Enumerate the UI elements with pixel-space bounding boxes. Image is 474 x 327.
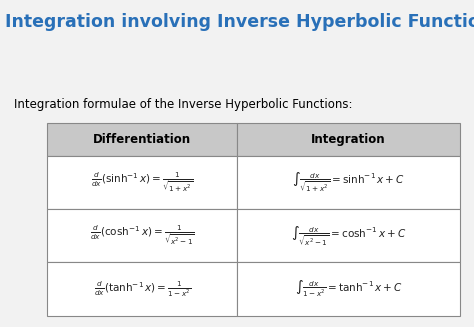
Bar: [237, 156, 460, 209]
Bar: [47, 123, 237, 156]
Text: Integration: Integration: [311, 133, 386, 146]
Text: Differentiation: Differentiation: [93, 133, 191, 146]
Text: $\frac{d}{dx}(\tanh^{-1} x) = \frac{1}{1-x^2}$: $\frac{d}{dx}(\tanh^{-1} x) = \frac{1}{1…: [94, 279, 191, 299]
Bar: [47, 209, 237, 262]
Text: $\int \frac{dx}{1-x^2} = \tanh^{-1} x + C$: $\int \frac{dx}{1-x^2} = \tanh^{-1} x + …: [294, 279, 402, 299]
Bar: [47, 262, 237, 316]
Text: Integration involving Inverse Hyperbolic Functions: Integration involving Inverse Hyperbolic…: [5, 13, 474, 31]
Text: $\frac{d}{dx}(\cosh^{-1} x) = \frac{1}{\sqrt{x^2-1}}$: $\frac{d}{dx}(\cosh^{-1} x) = \frac{1}{\…: [90, 224, 195, 248]
Text: Integration formulae of the Inverse Hyperbolic Functions:: Integration formulae of the Inverse Hype…: [14, 98, 353, 111]
Bar: [237, 262, 460, 316]
Text: $\int \frac{dx}{\sqrt{1+x^2}} = \sinh^{-1} x + C$: $\int \frac{dx}{\sqrt{1+x^2}} = \sinh^{-…: [292, 171, 405, 195]
Bar: [47, 156, 237, 209]
Text: $\frac{d}{dx}(\sinh^{-1} x) = \frac{1}{\sqrt{1+x^2}}$: $\frac{d}{dx}(\sinh^{-1} x) = \frac{1}{\…: [91, 171, 193, 194]
Text: $\int \frac{dx}{\sqrt{x^2-1}} = \cosh^{-1} x + C$: $\int \frac{dx}{\sqrt{x^2-1}} = \cosh^{-…: [291, 224, 406, 248]
Bar: [237, 123, 460, 156]
Bar: [237, 209, 460, 262]
